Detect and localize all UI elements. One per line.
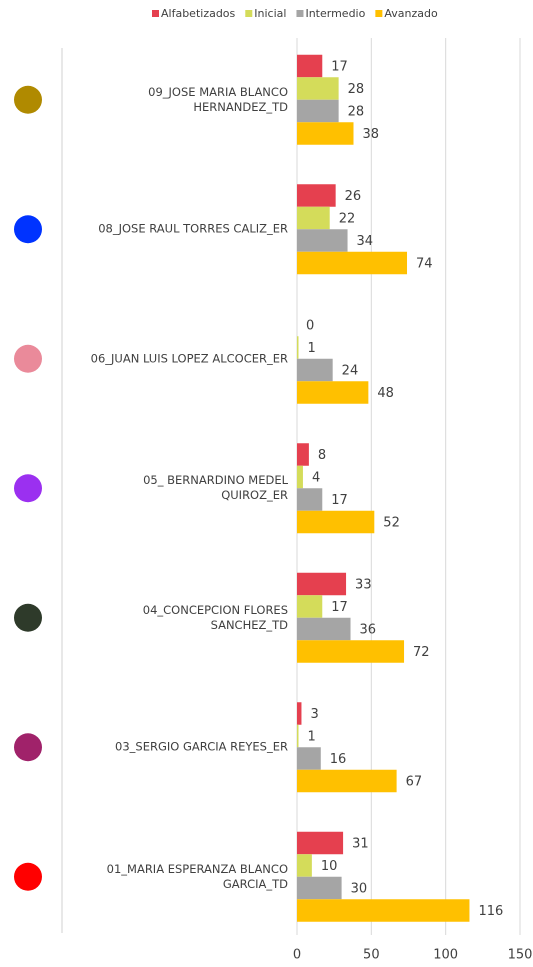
legend-label: Alfabetizados (161, 7, 236, 20)
category-label: 01_MARIA ESPERANZA BLANCO GARCIA_TD (106, 861, 288, 891)
value-label: 1 (307, 730, 315, 745)
value-label: 67 (406, 775, 423, 790)
category-marker (14, 474, 42, 503)
value-label: 24 (342, 364, 359, 379)
legend-label: Inicial (254, 7, 286, 20)
category-marker (14, 603, 42, 632)
value-label: 1 (307, 341, 315, 356)
legend-label: Avanzado (384, 7, 438, 20)
bar (297, 899, 470, 922)
bar (297, 381, 369, 404)
bar (297, 488, 323, 511)
bar (297, 122, 354, 145)
legend-swatch (375, 10, 383, 17)
value-label: 28 (348, 105, 365, 120)
bar (297, 595, 323, 618)
value-label: 30 (351, 882, 368, 897)
bar (297, 572, 347, 596)
bar (297, 617, 351, 641)
category-marker (14, 344, 42, 373)
value-label: 17 (331, 600, 348, 615)
bar (297, 99, 339, 123)
legend-label: Intermedio (305, 7, 365, 20)
legend-swatch (245, 10, 253, 17)
category-label: 09_JOSE MARIA BLANCO HERNANDEZ_TD (148, 84, 288, 114)
bar (297, 724, 299, 748)
bar (297, 747, 321, 770)
value-label: 72 (413, 645, 430, 660)
x-tick-label: 0 (293, 948, 301, 963)
category-label: 05_ BERNARDINO MEDEL QUIROZ_ER (143, 473, 288, 503)
category-marker (14, 215, 42, 244)
value-label: 31 (352, 837, 369, 852)
legend-swatch (296, 10, 304, 17)
value-label: 36 (360, 623, 377, 638)
category-marker (14, 85, 42, 114)
x-tick-label: 100 (433, 948, 458, 963)
x-tick-label: 150 (508, 948, 533, 963)
value-label: 17 (331, 60, 348, 75)
bar (297, 54, 323, 78)
value-label: 116 (478, 904, 503, 919)
value-label: 0 (306, 319, 314, 334)
bar (297, 358, 333, 382)
value-label: 10 (321, 859, 338, 874)
bar (297, 831, 344, 855)
value-label: 4 (312, 471, 320, 486)
category-label: 04_CONCEPCION FLORES SANCHEZ_TD (142, 602, 288, 632)
bar (297, 769, 397, 793)
bar (297, 251, 408, 275)
bar (297, 206, 330, 230)
value-label: 3 (310, 707, 318, 722)
category-label: 06_JUAN LUIS LOPEZ ALCOCER_ER (90, 351, 288, 366)
category-marker (14, 733, 42, 762)
value-label: 26 (345, 189, 362, 204)
bar (297, 77, 339, 100)
value-label: 17 (331, 493, 348, 508)
bar (297, 640, 405, 663)
value-label: 16 (330, 752, 347, 767)
bar (297, 229, 348, 252)
bar (297, 465, 303, 489)
bar (297, 510, 375, 534)
value-label: 52 (383, 516, 400, 531)
value-label: 33 (355, 578, 372, 593)
category-marker (14, 862, 42, 891)
bar (297, 184, 336, 207)
category-label: 08_JOSE RAUL TORRES CALIZ_ER (98, 221, 288, 236)
value-label: 22 (339, 212, 356, 227)
value-label: 48 (377, 386, 394, 401)
bar (297, 443, 309, 466)
value-label: 28 (348, 82, 365, 97)
bar (297, 876, 342, 900)
bar (297, 336, 299, 359)
legend-swatch (152, 10, 159, 17)
value-label: 8 (318, 448, 326, 463)
value-label: 38 (362, 127, 379, 142)
bar (297, 702, 302, 725)
value-label: 74 (416, 257, 433, 272)
category-label: 03_SERGIO GARCIA REYES_ER (115, 739, 288, 754)
value-label: 34 (357, 234, 374, 249)
x-tick-label: 50 (363, 948, 380, 963)
bar (297, 854, 312, 877)
